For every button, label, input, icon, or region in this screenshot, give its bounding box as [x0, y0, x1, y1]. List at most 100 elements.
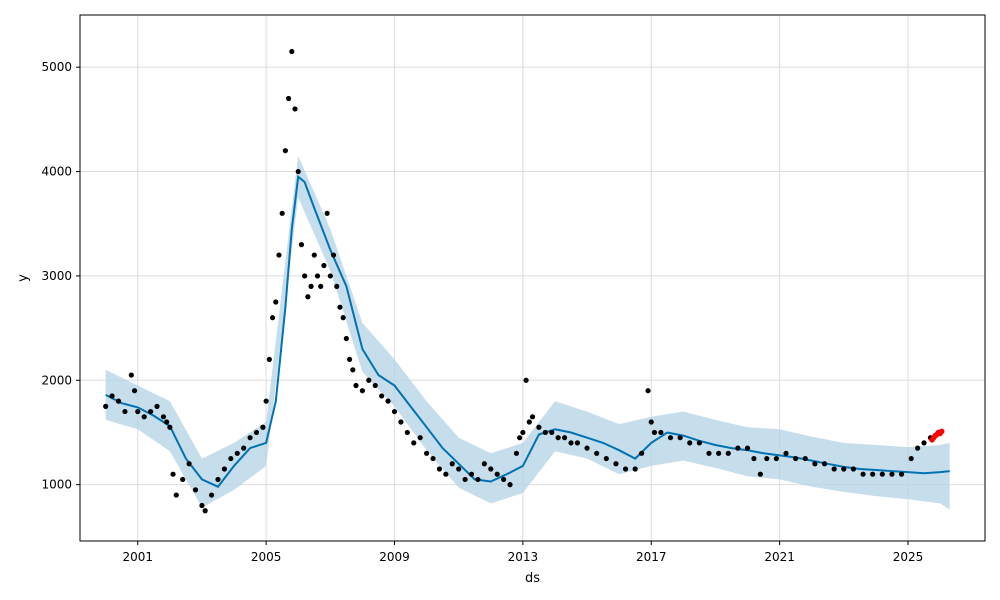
observed-point [915, 445, 921, 451]
observed-point [584, 445, 590, 451]
observed-point [285, 95, 292, 102]
observed-point [186, 461, 192, 467]
observed-point [879, 471, 885, 477]
observed-point [850, 466, 857, 472]
observed-point [468, 471, 475, 477]
observed-point [350, 367, 356, 373]
observed-point [443, 471, 449, 477]
observed-point [793, 455, 799, 462]
observed-point [812, 461, 818, 467]
observed-point [324, 210, 330, 216]
observed-point [273, 299, 279, 305]
observed-point [247, 435, 253, 441]
observed-point [603, 455, 609, 462]
x-tick-label: 2025 [893, 550, 924, 564]
observed-point [735, 445, 741, 451]
observed-point [870, 471, 876, 477]
observed-point [385, 398, 391, 404]
observed-point [744, 445, 751, 451]
observed-point [327, 273, 333, 279]
observed-point [192, 487, 199, 493]
observed-point [202, 508, 208, 514]
observed-point [423, 450, 430, 456]
recent-point [938, 428, 945, 435]
observed-point [513, 450, 520, 456]
observed-point [517, 435, 523, 441]
observed-point [831, 466, 837, 472]
observed-point [677, 435, 683, 441]
observed-point [574, 440, 581, 446]
y-tick-label: 2000 [41, 373, 72, 387]
y-axis-ticks: 1000 2000 3000 4000 5000 [41, 60, 80, 492]
observed-point [337, 304, 343, 310]
observed-point [372, 382, 378, 389]
y-tick-label: 3000 [41, 269, 72, 283]
observed-point [289, 48, 295, 55]
observed-point [321, 262, 327, 269]
observed-point [109, 393, 115, 399]
observed-point [266, 356, 272, 363]
observed-point [751, 455, 757, 462]
observed-point [164, 419, 170, 425]
observed-point [279, 210, 285, 216]
observed-point [639, 450, 645, 456]
observed-point [318, 283, 324, 289]
observed-point [330, 252, 337, 258]
observed-point [173, 492, 179, 498]
observed-point [529, 414, 536, 420]
observed-point [282, 148, 288, 154]
observed-point [343, 335, 349, 342]
y-tick-label: 5000 [41, 60, 72, 74]
recent-points-layer [929, 428, 945, 443]
grid-layer [80, 15, 985, 541]
observed-point [302, 273, 308, 279]
observed-point [716, 450, 722, 456]
observed-point [622, 466, 629, 472]
observed-point [481, 461, 487, 467]
observed-point [430, 455, 436, 462]
observed-point [648, 419, 654, 425]
observed-point [221, 466, 228, 472]
observed-point [651, 429, 658, 436]
observed-point [298, 242, 305, 248]
y-tick-label: 1000 [41, 478, 72, 492]
observed-point [366, 377, 372, 383]
observed-point [160, 414, 167, 420]
observed-point [526, 419, 532, 425]
observed-point [260, 424, 266, 430]
observed-points-layer [103, 48, 934, 514]
observed-point [128, 372, 134, 378]
observed-point [908, 455, 914, 462]
observed-point [507, 482, 513, 488]
y-tick-label: 4000 [41, 165, 72, 179]
observed-point [199, 502, 205, 509]
observed-point [154, 403, 160, 409]
observed-point [523, 377, 529, 383]
observed-point [292, 106, 298, 112]
observed-point [314, 273, 321, 279]
observed-point [215, 476, 221, 483]
observed-point [613, 461, 619, 467]
x-axis-label: ds [525, 571, 540, 586]
observed-point [115, 398, 122, 404]
observed-point [783, 450, 789, 456]
observed-point [561, 435, 568, 441]
observed-point [180, 476, 186, 483]
observed-point [311, 252, 317, 258]
observed-point [295, 168, 301, 175]
observed-point [334, 283, 340, 289]
observed-point [228, 455, 234, 462]
observed-point [308, 283, 314, 289]
observed-point [764, 455, 770, 462]
observed-point [594, 450, 600, 456]
observed-point [379, 393, 385, 399]
observed-point [340, 315, 346, 321]
observed-point [632, 466, 638, 472]
observed-point [667, 435, 674, 441]
observed-point [821, 461, 828, 467]
observed-point [135, 408, 141, 415]
observed-point [706, 450, 712, 456]
observed-point [276, 252, 282, 258]
x-tick-label: 2001 [122, 550, 153, 564]
